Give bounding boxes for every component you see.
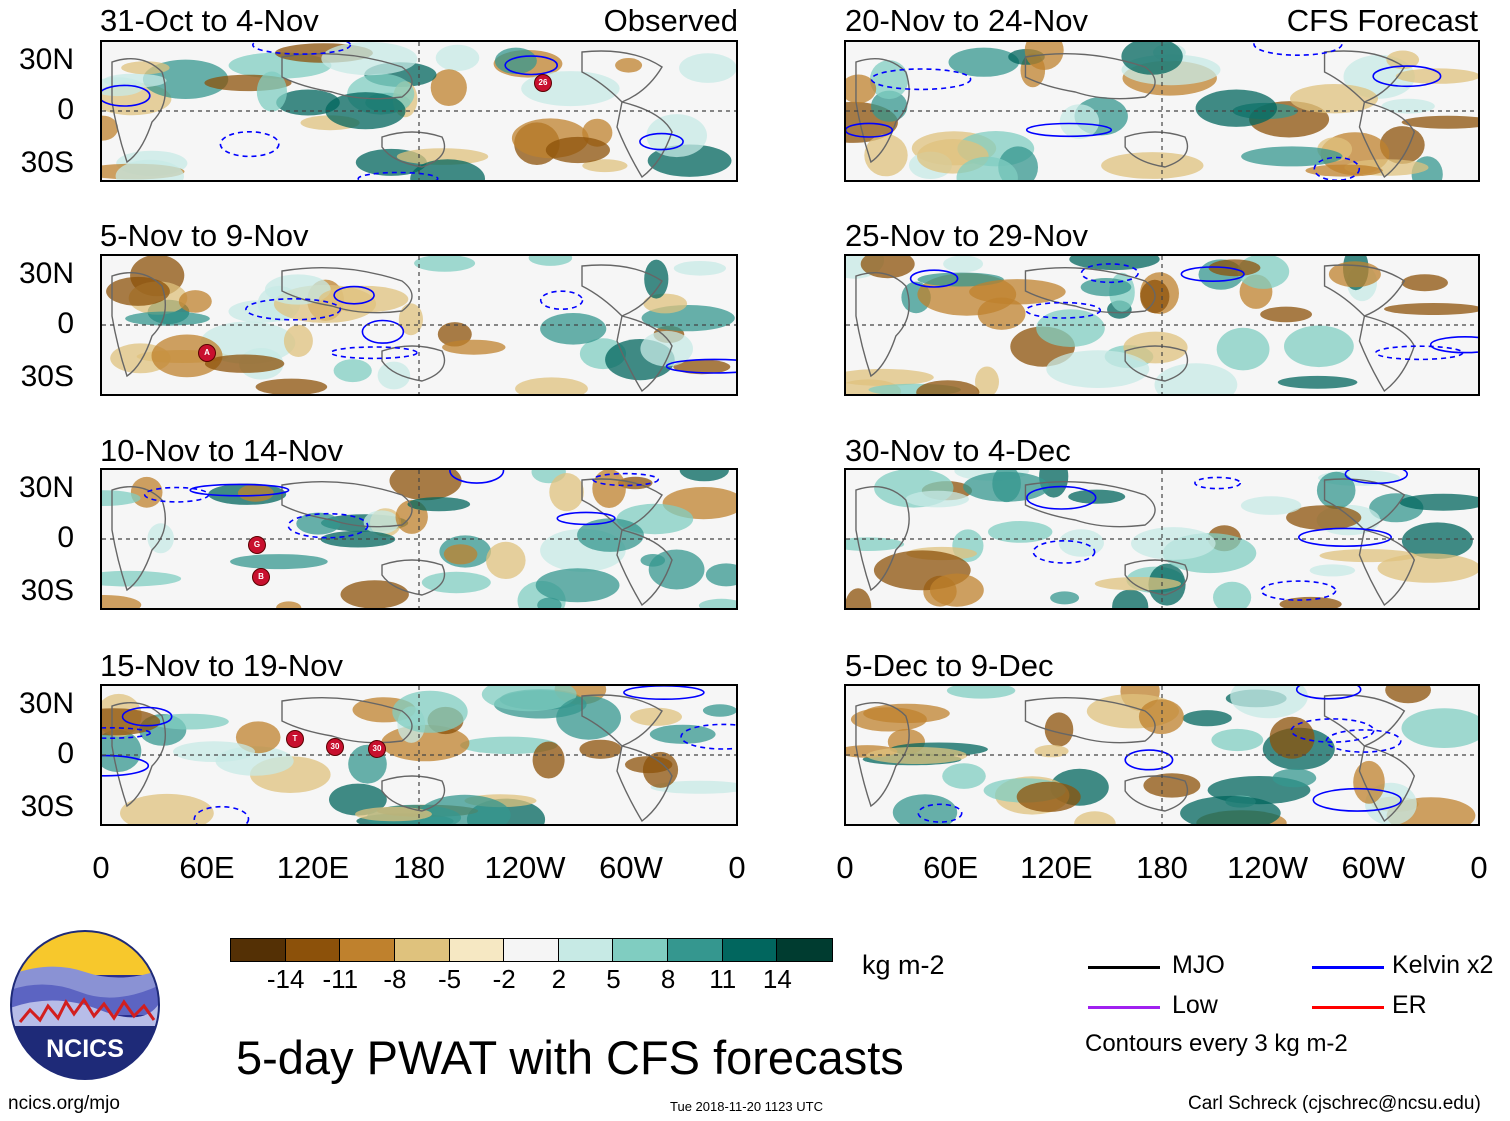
lat-label: 30S — [20, 360, 74, 393]
colorbar-label: 14 — [762, 964, 792, 994]
colorbar — [230, 938, 833, 962]
units-label: kg m-2 — [862, 950, 945, 980]
lon-label: 0 — [728, 850, 746, 885]
legend-swatch-er — [1312, 1006, 1384, 1009]
lat-label: 0 — [57, 307, 74, 340]
colorbar-swatch — [777, 939, 832, 961]
storm-marker: 30 — [326, 738, 344, 756]
lat-label: 0 — [57, 93, 74, 126]
colorbar-swatch — [504, 939, 559, 961]
legend-label-low: Low — [1172, 991, 1218, 1019]
lon-label: 120E — [1020, 850, 1093, 885]
colorbar-swatch — [449, 939, 505, 961]
colorbar-swatch — [285, 939, 341, 961]
panel-title: 31-Oct to 4-Nov — [100, 3, 319, 38]
lon-label: 60W — [599, 850, 663, 885]
lat-label: 30N — [18, 471, 74, 504]
ncics-logo: NCICS — [10, 930, 160, 1080]
lon-label: 0 — [836, 850, 854, 885]
map-observed-2: A — [100, 254, 738, 396]
colorbar-label: 8 — [660, 964, 676, 994]
lon-label: 60E — [179, 850, 235, 885]
colorbar-swatch — [668, 939, 723, 961]
colorbar-swatch — [558, 939, 614, 961]
footer-url[interactable]: ncics.org/mjo — [8, 1093, 120, 1114]
storm-marker: B — [252, 568, 270, 586]
legend-swatch-mjo — [1088, 966, 1160, 969]
legend-note: Contours every 3 kg m-2 — [1085, 1030, 1348, 1057]
map-forecast-1 — [844, 40, 1480, 182]
footer-credit: Carl Schreck (cjschrec@ncsu.edu) — [1188, 1093, 1481, 1114]
panel-tag-observed: Observed — [603, 3, 738, 38]
legend-label-mjo: MJO — [1172, 951, 1225, 979]
lon-label: 60E — [923, 850, 979, 885]
panel-tag-forecast: CFS Forecast — [1286, 3, 1478, 38]
storm-marker: T — [286, 730, 304, 748]
storm-marker: A — [198, 344, 216, 362]
lat-label: 0 — [57, 521, 74, 554]
legend-label-kelvin: Kelvin x2 — [1392, 951, 1494, 979]
colorbar-label: -14 — [266, 964, 305, 994]
legend-swatch-kelvin — [1312, 966, 1384, 969]
panel-title: 5-Nov to 9-Nov — [100, 218, 309, 253]
colorbar-swatch — [340, 939, 395, 961]
panel-title: 10-Nov to 14-Nov — [100, 433, 343, 468]
lon-label: 120W — [1227, 850, 1309, 885]
lat-label: 30S — [20, 574, 74, 607]
lat-label: 30S — [20, 146, 74, 179]
storm-marker: 26 — [534, 74, 552, 92]
map-forecast-4 — [844, 684, 1480, 826]
storm-marker: 30 — [368, 740, 386, 758]
map-observed-1: 26 — [100, 40, 738, 182]
lat-label: 30N — [18, 43, 74, 76]
colorbar-label: -2 — [492, 964, 516, 994]
lat-label: 30N — [18, 687, 74, 720]
lat-label: 30S — [20, 790, 74, 823]
lat-label: 0 — [57, 737, 74, 770]
lon-label: 180 — [1136, 850, 1188, 885]
lon-label: 0 — [1470, 850, 1488, 885]
map-forecast-3 — [844, 468, 1480, 610]
colorbar-swatch — [394, 939, 450, 961]
panel-title: 20-Nov to 24-Nov — [845, 3, 1088, 38]
colorbar-label: 11 — [709, 964, 737, 994]
map-forecast-2 — [844, 254, 1480, 396]
colorbar-label: -11 — [322, 964, 359, 994]
lon-label: 0 — [92, 850, 110, 885]
panel-title: 15-Nov to 19-Nov — [100, 648, 343, 683]
lon-label: 60W — [1341, 850, 1406, 885]
colorbar-label: -8 — [383, 964, 407, 994]
panel-title: 5-Dec to 9-Dec — [845, 648, 1054, 683]
lon-label: 120W — [484, 850, 566, 885]
map-observed-4: T 30 30 — [100, 684, 738, 826]
legend-label-er: ER — [1392, 991, 1427, 1019]
logo-text: NCICS — [46, 1035, 124, 1063]
colorbar-swatch — [613, 939, 669, 961]
legend-swatch-low — [1088, 1006, 1160, 1009]
panel-title: 25-Nov to 29-Nov — [845, 218, 1088, 253]
lat-label: 30N — [18, 257, 74, 290]
colorbar-swatch — [722, 939, 778, 961]
figure-title: 5-day PWAT with CFS forecasts — [236, 1031, 904, 1084]
footer-timestamp: Tue 2018-11-20 1123 UTC — [670, 1099, 823, 1114]
storm-marker: G — [248, 536, 266, 554]
colorbar-label: 5 — [606, 964, 621, 994]
lon-label: 120E — [276, 850, 350, 885]
lon-label: 180 — [393, 850, 445, 885]
colorbar-label: -5 — [437, 964, 462, 994]
colorbar-label: 2 — [551, 964, 567, 994]
colorbar-swatch — [231, 939, 286, 961]
panel-title: 30-Nov to 4-Dec — [845, 433, 1071, 468]
